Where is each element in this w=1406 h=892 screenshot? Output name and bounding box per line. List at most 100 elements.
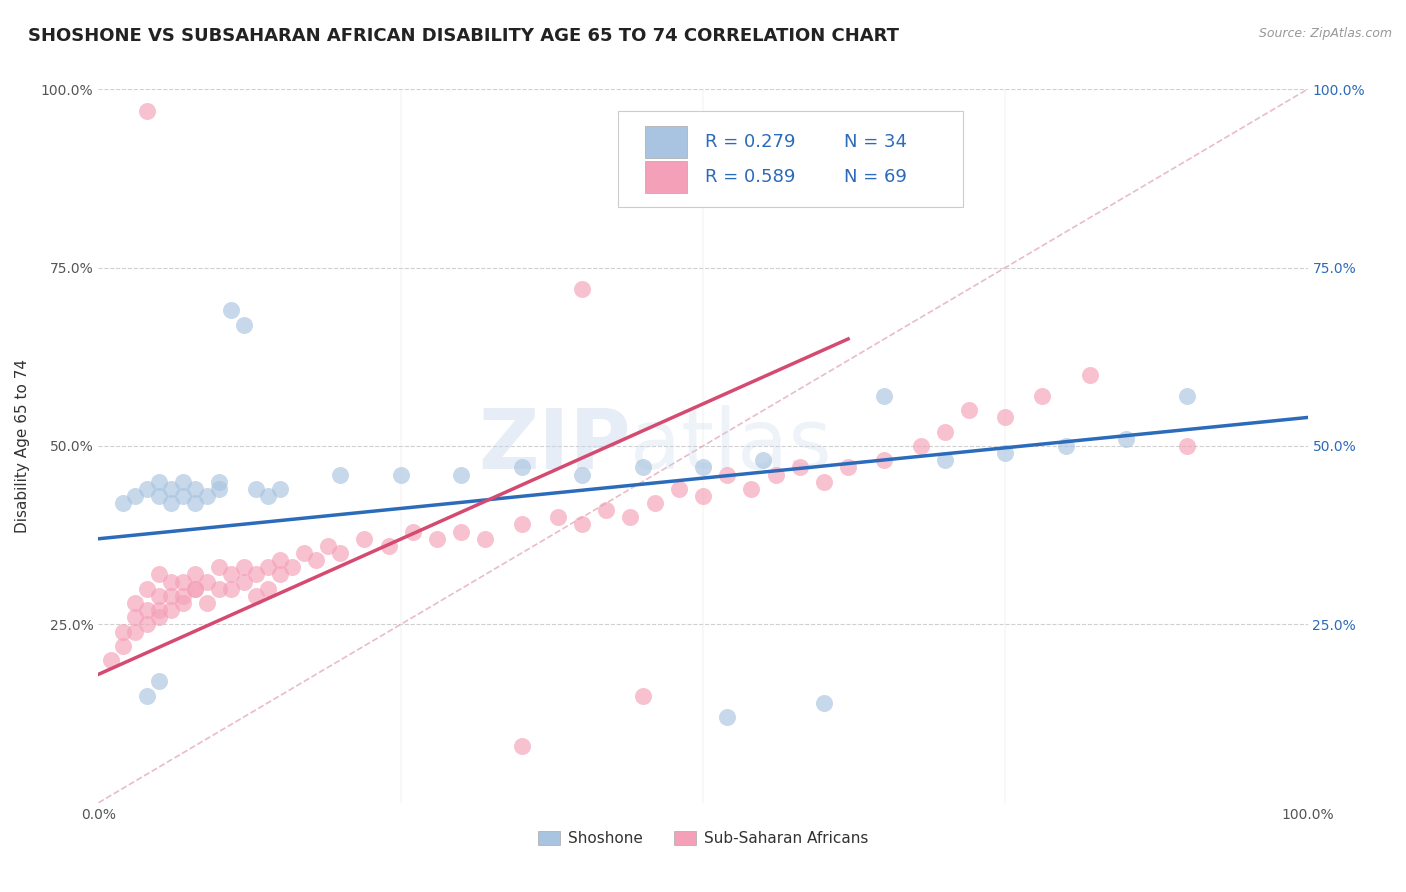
Point [184, 582, 207, 596]
Point [232, 574, 254, 589]
Point [316, 539, 339, 553]
Text: SHOSHONE VS SUBSAHARAN AFRICAN DISABILITY AGE 65 TO 74 CORRELATION CHART: SHOSHONE VS SUBSAHARAN AFRICAN DISABILIT… [28, 27, 898, 45]
Text: Source: ZipAtlas.com: Source: ZipAtlas.com [1258, 27, 1392, 40]
Point [450, 524, 472, 539]
Point [135, 617, 157, 632]
Point [195, 596, 218, 610]
Point [292, 546, 315, 560]
Point [910, 439, 932, 453]
Point [765, 467, 787, 482]
Point [813, 475, 835, 489]
Point [1054, 439, 1077, 453]
Point [208, 475, 231, 489]
Point [148, 674, 170, 689]
Point [571, 282, 593, 296]
Point [184, 482, 207, 496]
Point [934, 453, 956, 467]
Bar [645, 161, 688, 193]
Point [148, 489, 170, 503]
Point [510, 739, 533, 753]
Point [245, 589, 267, 603]
Point [789, 460, 811, 475]
Y-axis label: Disability Age 65 to 74: Disability Age 65 to 74 [15, 359, 30, 533]
Point [957, 403, 980, 417]
Point [160, 482, 183, 496]
Point [1175, 389, 1198, 403]
Point [716, 467, 738, 482]
Point [692, 460, 714, 475]
Point [692, 489, 714, 503]
Point [631, 689, 654, 703]
Point [111, 624, 134, 639]
Point [377, 539, 399, 553]
Legend: Shoshone, Sub-Saharan Africans: Shoshone, Sub-Saharan Africans [531, 824, 875, 852]
Point [873, 389, 896, 403]
Point [184, 582, 207, 596]
Point [1031, 389, 1053, 403]
Point [595, 503, 617, 517]
Point [232, 560, 254, 574]
Point [100, 653, 122, 667]
Point [716, 710, 738, 724]
Point [619, 510, 641, 524]
Point [269, 567, 291, 582]
Point [353, 532, 375, 546]
Point [221, 582, 243, 596]
Point [474, 532, 496, 546]
Point [160, 589, 183, 603]
Text: ZIP: ZIP [478, 406, 630, 486]
Point [172, 475, 194, 489]
Point [571, 467, 593, 482]
Point [644, 496, 666, 510]
Point [148, 610, 170, 624]
Point [510, 460, 533, 475]
Point [256, 582, 278, 596]
Point [1078, 368, 1101, 382]
Point [172, 574, 194, 589]
Text: atlas: atlas [630, 406, 832, 486]
Point [172, 489, 194, 503]
Point [329, 467, 352, 482]
Point [329, 546, 352, 560]
Point [813, 696, 835, 710]
Point [195, 489, 218, 503]
Point [148, 567, 170, 582]
Point [184, 496, 207, 510]
Point [752, 453, 775, 467]
Point [148, 603, 170, 617]
Point [160, 496, 183, 510]
Point [148, 589, 170, 603]
Bar [645, 127, 688, 159]
Point [510, 517, 533, 532]
Point [994, 446, 1017, 460]
Point [631, 460, 654, 475]
Point [994, 410, 1017, 425]
Point [547, 510, 569, 524]
Point [172, 589, 194, 603]
Text: N = 69: N = 69 [845, 168, 907, 186]
Point [668, 482, 690, 496]
Point [269, 482, 291, 496]
Point [135, 482, 157, 496]
Point [450, 467, 472, 482]
Point [195, 574, 218, 589]
Point [172, 596, 194, 610]
Point [221, 567, 243, 582]
Point [256, 489, 278, 503]
Point [402, 524, 425, 539]
Point [426, 532, 449, 546]
Point [269, 553, 291, 567]
Point [245, 482, 267, 496]
Point [160, 603, 183, 617]
Text: R = 0.279: R = 0.279 [706, 134, 796, 152]
Point [245, 567, 267, 582]
Point [124, 624, 146, 639]
Point [111, 639, 134, 653]
Point [232, 318, 254, 332]
Point [135, 603, 157, 617]
Point [837, 460, 859, 475]
Point [305, 553, 328, 567]
Point [1115, 432, 1137, 446]
Point [221, 303, 243, 318]
Point [873, 453, 896, 467]
